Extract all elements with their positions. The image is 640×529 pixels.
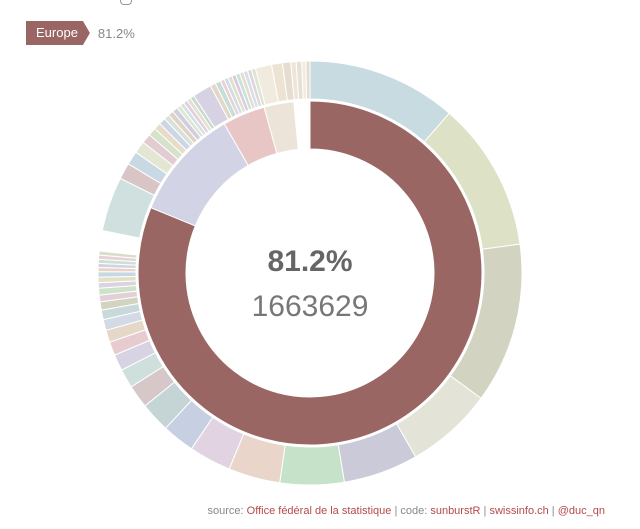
outer-segment-64[interactable] [305, 60, 311, 100]
source-line: source: Office fédéral de la statistique… [208, 505, 605, 517]
breadcrumb: Europe 81.2% [26, 21, 135, 45]
inner-ring [137, 100, 483, 446]
source-sep-code: | code: [391, 505, 431, 517]
source-ofs-link[interactable]: Office fédéral de la statistique [246, 505, 392, 517]
code-sunburstr-link[interactable]: sunburstR [430, 505, 481, 517]
inner-segment-1[interactable] [137, 100, 483, 446]
outer-segment-6[interactable] [279, 444, 345, 486]
source-sep-site: | [480, 505, 490, 517]
swissinfo-link[interactable]: swissinfo.ch [489, 505, 549, 517]
cursor-icon [120, 0, 132, 5]
center-percent: 81.2% [267, 245, 352, 278]
breadcrumb-europe[interactable]: Europe [26, 21, 90, 45]
outer-segment-23[interactable] [97, 271, 137, 278]
outer-ring [97, 60, 523, 486]
twitter-handle-link[interactable]: @duc_qn [557, 505, 605, 517]
source-prefix: source: [207, 505, 247, 517]
breadcrumb-percent: 81.2% [97, 25, 135, 41]
inner-segment-5[interactable] [293, 100, 311, 151]
source-sep-handle: | [548, 505, 558, 517]
center-value: 1663629 [252, 290, 369, 323]
